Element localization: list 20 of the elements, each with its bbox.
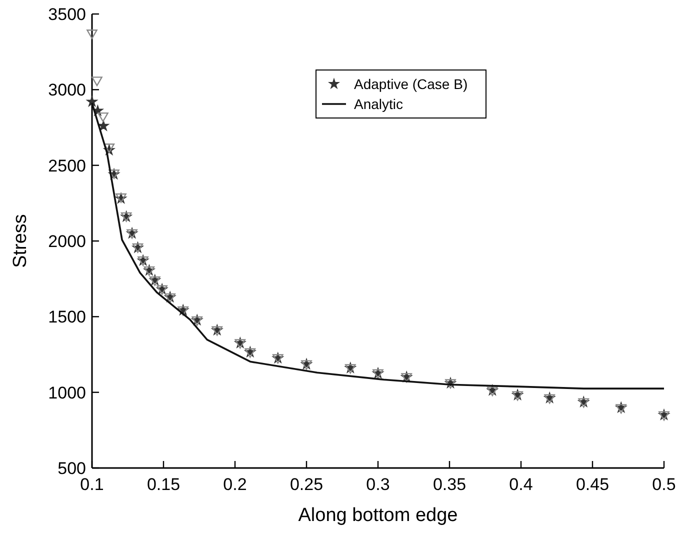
y-tick-label: 3000 [48, 80, 86, 100]
y-axis-title: Stress [10, 214, 31, 268]
x-tick-label: 0.3 [366, 475, 390, 494]
y-tick-label: 3500 [48, 5, 86, 24]
y-tick-label: 1500 [48, 308, 86, 327]
x-tick-label: 0.45 [576, 475, 610, 494]
y-tick-label: 2500 [48, 156, 86, 176]
x-tick-label: 0.35 [432, 475, 466, 494]
y-tick-label: 2000 [48, 232, 86, 251]
x-tick-label: 0.15 [146, 475, 180, 494]
x-axis-title: Along bottom edge [298, 505, 458, 526]
y-tick-label: 500 [58, 459, 86, 478]
x-tick-label: 0.25 [290, 475, 324, 494]
x-tick-label: 0.1 [80, 475, 104, 494]
legend-label: Analytic [354, 96, 404, 112]
x-tick-label: 0.5 [652, 475, 676, 494]
legend-label: Adaptive (Case B) [354, 76, 468, 92]
x-tick-label: 0.2 [223, 475, 247, 494]
y-tick-label: 1000 [48, 383, 86, 402]
x-tick-label: 0.4 [509, 475, 533, 494]
